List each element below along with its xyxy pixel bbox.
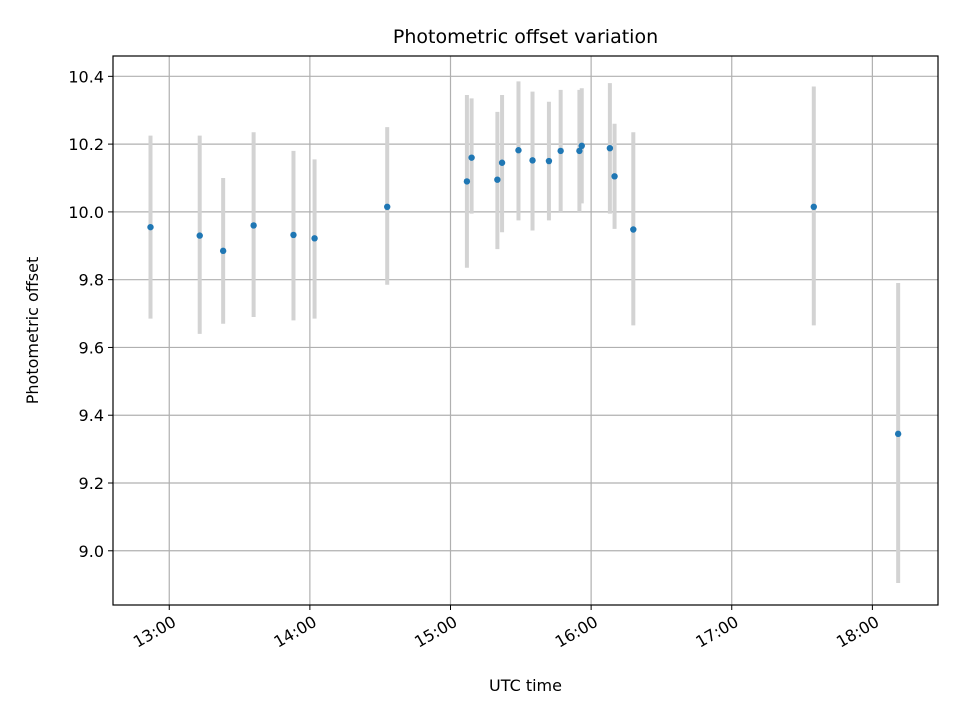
- y-tick-label: 10.2: [68, 135, 104, 154]
- y-tick-label: 10.0: [68, 203, 104, 222]
- data-point: [290, 231, 297, 239]
- data-point: [311, 235, 318, 242]
- data-point: [578, 142, 585, 150]
- data-points: [147, 142, 902, 438]
- y-tick-label: 9.2: [79, 474, 104, 493]
- x-tick-label: 13:00: [130, 612, 179, 652]
- x-axis-ticks: 13:00 14:00 15:00 16:00 17:00 18:00: [130, 605, 882, 652]
- x-axis-label: UTC time: [489, 676, 562, 695]
- data-point: [515, 147, 522, 154]
- x-tick-label: 18:00: [833, 612, 882, 652]
- error-bars: [148, 81, 901, 583]
- y-tick-label: 9.0: [79, 542, 104, 561]
- x-tick-label: 17:00: [692, 612, 741, 652]
- data-point: [463, 178, 471, 185]
- chart-title: Photometric offset variation: [393, 26, 658, 48]
- data-point: [630, 226, 637, 233]
- x-tick-label: 14:00: [270, 612, 319, 652]
- data-point: [545, 157, 553, 165]
- data-point: [894, 430, 902, 438]
- data-point: [557, 147, 564, 155]
- data-point: [810, 203, 817, 211]
- data-point: [468, 154, 475, 161]
- y-tick-label: 9.8: [79, 271, 104, 290]
- grid: [113, 56, 938, 605]
- data-point: [147, 223, 154, 231]
- x-tick-label: 16:00: [552, 612, 601, 652]
- data-point: [576, 147, 583, 155]
- data-point: [611, 173, 618, 180]
- data-point: [529, 157, 536, 164]
- y-tick-label: 9.4: [79, 406, 104, 425]
- data-point: [498, 159, 506, 166]
- y-tick-label: 10.4: [68, 67, 104, 86]
- y-tick-label: 9.6: [79, 338, 104, 357]
- x-tick-label: 15:00: [411, 612, 460, 652]
- data-point: [219, 247, 227, 255]
- plot-frame: [112, 55, 939, 606]
- data-point: [606, 144, 614, 152]
- y-axis-label: Photometric offset: [23, 257, 42, 405]
- data-point: [250, 222, 257, 229]
- data-point: [196, 232, 203, 239]
- data-point: [384, 203, 391, 211]
- y-axis-ticks: 9.0 9.2 9.4 9.6 9.8 10.0 10.2 10.4: [68, 67, 113, 561]
- data-point: [494, 176, 501, 183]
